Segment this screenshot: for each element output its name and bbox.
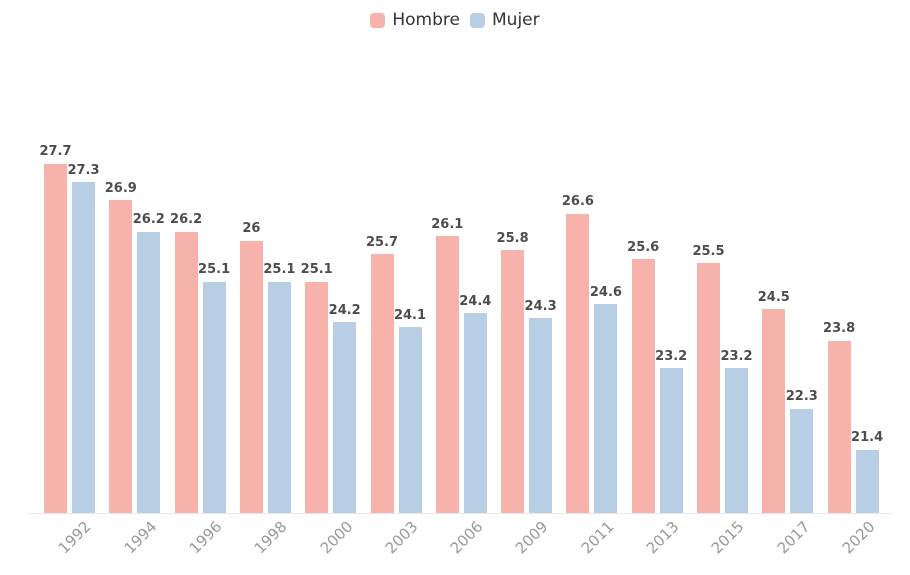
value-label-hombre-1992: 27.7 — [39, 144, 72, 160]
x-axis-label-2009: 2009 — [512, 517, 552, 558]
bar-mujer-2000[interactable] — [333, 322, 357, 513]
bar-hombre-1996[interactable] — [174, 231, 198, 513]
value-label-mujer-1996: 25.1 — [198, 262, 231, 278]
value-label-hombre-2006: 26.1 — [431, 216, 464, 232]
x-axis-label-2013: 2013 — [642, 517, 683, 558]
bar-mujer-2006[interactable] — [463, 313, 487, 513]
bar-mujer-1994[interactable] — [137, 231, 161, 513]
x-axis-label-2020: 2020 — [838, 517, 879, 558]
value-label-mujer-2013: 23.2 — [655, 348, 688, 364]
bar-hombre-2013[interactable] — [631, 258, 655, 513]
value-label-hombre-2000: 25.1 — [300, 262, 333, 278]
bar-mujer-1992[interactable] — [72, 181, 95, 513]
bar-hombre-2015[interactable] — [697, 263, 720, 513]
legend-marker-hombre-icon — [370, 13, 386, 28]
legend-label-hombre: Hombre — [392, 10, 460, 30]
bar-hombre-2020[interactable] — [827, 340, 851, 513]
value-label-mujer-2000: 24.2 — [328, 303, 361, 319]
value-label-mujer-2017: 22.3 — [785, 389, 818, 405]
x-axis-label-2015: 2015 — [708, 517, 748, 558]
bar-mujer-1996[interactable] — [202, 281, 226, 513]
legend-item-hombre[interactable]: Hombre — [370, 12, 460, 29]
legend-marker-mujer-icon — [470, 13, 485, 28]
value-label-hombre-2011: 26.6 — [561, 194, 594, 210]
bar-hombre-1994[interactable] — [109, 199, 133, 513]
bar-mujer-2015[interactable] — [725, 367, 748, 513]
x-axis-line — [28, 513, 892, 514]
bar-hombre-2009[interactable] — [501, 249, 525, 513]
bar-hombre-1992[interactable] — [44, 163, 67, 513]
x-axis-label-2006: 2006 — [446, 517, 487, 558]
bar-mujer-2013[interactable] — [659, 367, 683, 513]
value-label-hombre-1994: 26.9 — [104, 180, 137, 196]
x-axis-label-1996: 1996 — [185, 517, 226, 558]
bar-mujer-2011[interactable] — [594, 304, 618, 513]
x-axis-label-2011: 2011 — [577, 517, 618, 558]
value-label-hombre-2015: 25.5 — [692, 244, 725, 260]
legend: Hombre Mujer — [0, 12, 910, 29]
value-label-mujer-2003: 24.1 — [393, 307, 427, 323]
x-axis-label-1994: 1994 — [120, 517, 161, 558]
value-label-mujer-2006: 24.4 — [459, 294, 492, 310]
value-label-mujer-1994: 26.2 — [132, 212, 165, 228]
legend-label-mujer: Mujer — [492, 10, 540, 30]
bar-hombre-2003[interactable] — [370, 254, 394, 513]
bar-mujer-2017[interactable] — [790, 408, 814, 513]
value-label-mujer-2015: 23.2 — [720, 348, 753, 364]
bar-hombre-2011[interactable] — [566, 213, 590, 513]
x-axis-label-1998: 1998 — [250, 517, 291, 558]
value-label-hombre-2013: 25.6 — [627, 239, 660, 255]
legend-item-mujer[interactable]: Mujer — [470, 12, 540, 29]
bar-hombre-2017[interactable] — [762, 308, 786, 513]
bar-hombre-2000[interactable] — [305, 281, 329, 513]
x-axis-label-2017: 2017 — [773, 517, 814, 558]
bar-mujer-2009[interactable] — [529, 317, 553, 513]
value-label-mujer-1998: 25.1 — [263, 262, 296, 278]
value-label-mujer-1992: 27.3 — [67, 162, 100, 178]
bar-mujer-2003[interactable] — [398, 327, 422, 513]
plot-area: 27.7 27.3 1992 26.9 26.2 1994 26.2 25.1 1996 26 25… — [28, 145, 892, 557]
value-label-mujer-2011: 24.6 — [589, 285, 622, 301]
bar-mujer-2020[interactable] — [855, 449, 879, 513]
x-axis-label-2003: 2003 — [381, 517, 422, 558]
value-label-hombre-1998: 26 — [242, 221, 261, 237]
value-label-hombre-2003: 25.7 — [365, 235, 399, 251]
x-axis-label-2000: 2000 — [316, 517, 357, 558]
value-label-hombre-2017: 24.5 — [757, 289, 790, 305]
x-axis-label-1992: 1992 — [55, 517, 95, 558]
bar-hombre-1998[interactable] — [239, 240, 263, 513]
value-label-hombre-2020: 23.8 — [823, 321, 856, 337]
bar-mujer-1998[interactable] — [267, 281, 291, 513]
value-label-hombre-1996: 26.2 — [170, 212, 203, 228]
value-label-mujer-2020: 21.4 — [851, 430, 884, 446]
bar-hombre-2006[interactable] — [435, 236, 459, 513]
value-label-hombre-2009: 25.8 — [496, 230, 529, 246]
value-label-mujer-2009: 24.3 — [524, 298, 557, 314]
